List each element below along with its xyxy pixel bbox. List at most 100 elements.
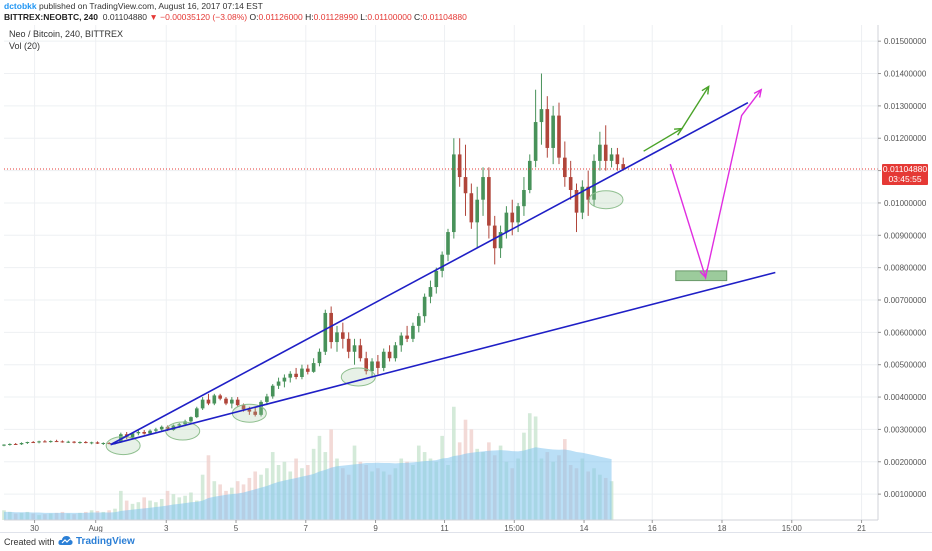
tradingview-brand[interactable]: TradingView xyxy=(76,536,135,547)
time-tick-label: 3 xyxy=(164,524,169,532)
grid-lines xyxy=(4,25,878,520)
candle-body xyxy=(557,115,561,158)
candle-body xyxy=(148,430,152,434)
candle-body xyxy=(469,193,474,223)
trendline xyxy=(110,101,749,446)
open-value: 0.01126000 xyxy=(258,12,303,22)
time-tick-label: Aug xyxy=(89,524,103,532)
price-axis[interactable]: 0.01500000 0.01400000 0.01300000 0.01200000… xyxy=(877,25,927,520)
candle-body xyxy=(294,373,298,377)
candle-body xyxy=(563,157,567,178)
candle-body xyxy=(247,409,252,412)
time-tick-label: 16 xyxy=(648,524,657,532)
price-tick-label: 0.00800000 xyxy=(884,264,927,273)
candle-body xyxy=(598,144,602,161)
candle-body xyxy=(551,115,555,148)
candle-body xyxy=(212,395,217,404)
candle-body xyxy=(370,361,374,372)
candle-body xyxy=(323,312,328,352)
change-value: ▼ −0.00035120 (−3.08%) xyxy=(149,12,248,22)
time-axis[interactable]: 30 Aug 3 5 7 9 11 15:00 14 16 18 15:00 21 xyxy=(4,519,878,532)
candle-body xyxy=(253,411,258,415)
candle-body xyxy=(8,443,12,445)
last-price: 0.01104880 xyxy=(102,12,148,22)
candle-body xyxy=(189,417,193,422)
close-value: 0.01104880 xyxy=(422,12,467,22)
candle-body xyxy=(159,426,164,430)
candle-body xyxy=(78,442,82,444)
price-chart[interactable]: 0.01500000 0.01400000 0.01300000 0.01200000… xyxy=(0,24,932,532)
current-price-tag: 0.01104880 03:45:55 xyxy=(882,164,928,185)
candle-body xyxy=(89,442,94,444)
candle-body xyxy=(130,433,135,438)
candle-body xyxy=(101,443,106,444)
candle-body xyxy=(2,444,6,446)
author-name[interactable]: dctobkk xyxy=(4,1,37,11)
candle-body xyxy=(364,358,369,372)
candlesticks xyxy=(2,73,626,447)
candle-body xyxy=(609,154,614,161)
candle-body xyxy=(621,164,626,170)
time-tick-label: 15:00 xyxy=(504,524,525,532)
close-label: C: xyxy=(414,12,423,22)
candle-body xyxy=(165,426,170,431)
price-tick-label: 0.00600000 xyxy=(884,328,927,337)
candle-body xyxy=(341,332,345,339)
candle-body xyxy=(136,432,141,434)
candle-body xyxy=(282,377,287,382)
candle-body xyxy=(504,212,509,233)
candle-body xyxy=(487,177,491,226)
candle-body xyxy=(422,296,427,317)
time-tick-label: 18 xyxy=(718,524,727,532)
time-tick-label: 9 xyxy=(373,524,378,532)
candle-body xyxy=(463,177,468,194)
candle-body xyxy=(457,154,462,178)
candle-body xyxy=(405,335,409,339)
candle-body xyxy=(416,316,421,326)
legend-volume: Vol (20) xyxy=(9,41,41,51)
candle-body xyxy=(66,441,71,443)
candle-body xyxy=(329,312,333,343)
candle-body xyxy=(305,368,310,372)
candle-body xyxy=(440,254,444,271)
candle-body xyxy=(580,186,585,213)
candle-body xyxy=(481,177,485,200)
trendline xyxy=(110,271,776,446)
candle-body xyxy=(95,442,100,444)
candle-body xyxy=(346,338,351,352)
candle-body xyxy=(241,405,246,410)
candle-body xyxy=(206,399,211,404)
candle-body xyxy=(586,186,591,200)
candle-body xyxy=(452,154,456,233)
open-label: O: xyxy=(249,12,259,22)
candle-body xyxy=(603,144,608,161)
candle-body xyxy=(522,190,526,207)
candle-body xyxy=(358,345,363,359)
time-tick-label: 5 xyxy=(234,524,239,532)
candle-body xyxy=(37,441,41,443)
price-tick-label: 0.01200000 xyxy=(884,134,927,143)
candle-body xyxy=(25,442,30,444)
target-zone xyxy=(675,270,728,282)
forecast-arrow-green-head xyxy=(674,127,684,136)
candle-body xyxy=(48,441,53,443)
legend-symbol: Neo / Bitcoin, 240, BITTREX xyxy=(9,29,124,39)
candle-body xyxy=(492,225,497,249)
volume-bar xyxy=(119,490,123,520)
time-tick-label: 15:00 xyxy=(782,524,803,532)
candle-body xyxy=(200,399,205,409)
tradingview-cloud-icon[interactable] xyxy=(58,534,73,547)
ellipse-marker xyxy=(588,190,624,210)
candle-body xyxy=(230,399,234,404)
created-with-label: Created with xyxy=(4,537,55,547)
candle-body xyxy=(393,345,398,359)
candle-body xyxy=(387,351,392,359)
drawings xyxy=(105,85,776,456)
ellipse-marker xyxy=(231,403,267,423)
candle-body xyxy=(545,109,550,148)
candle-body xyxy=(498,232,503,249)
price-tick-label: 0.01300000 xyxy=(884,102,927,111)
candle-body xyxy=(183,421,187,425)
low-value: 0.01100000 xyxy=(367,12,412,22)
candle-body xyxy=(446,232,450,255)
